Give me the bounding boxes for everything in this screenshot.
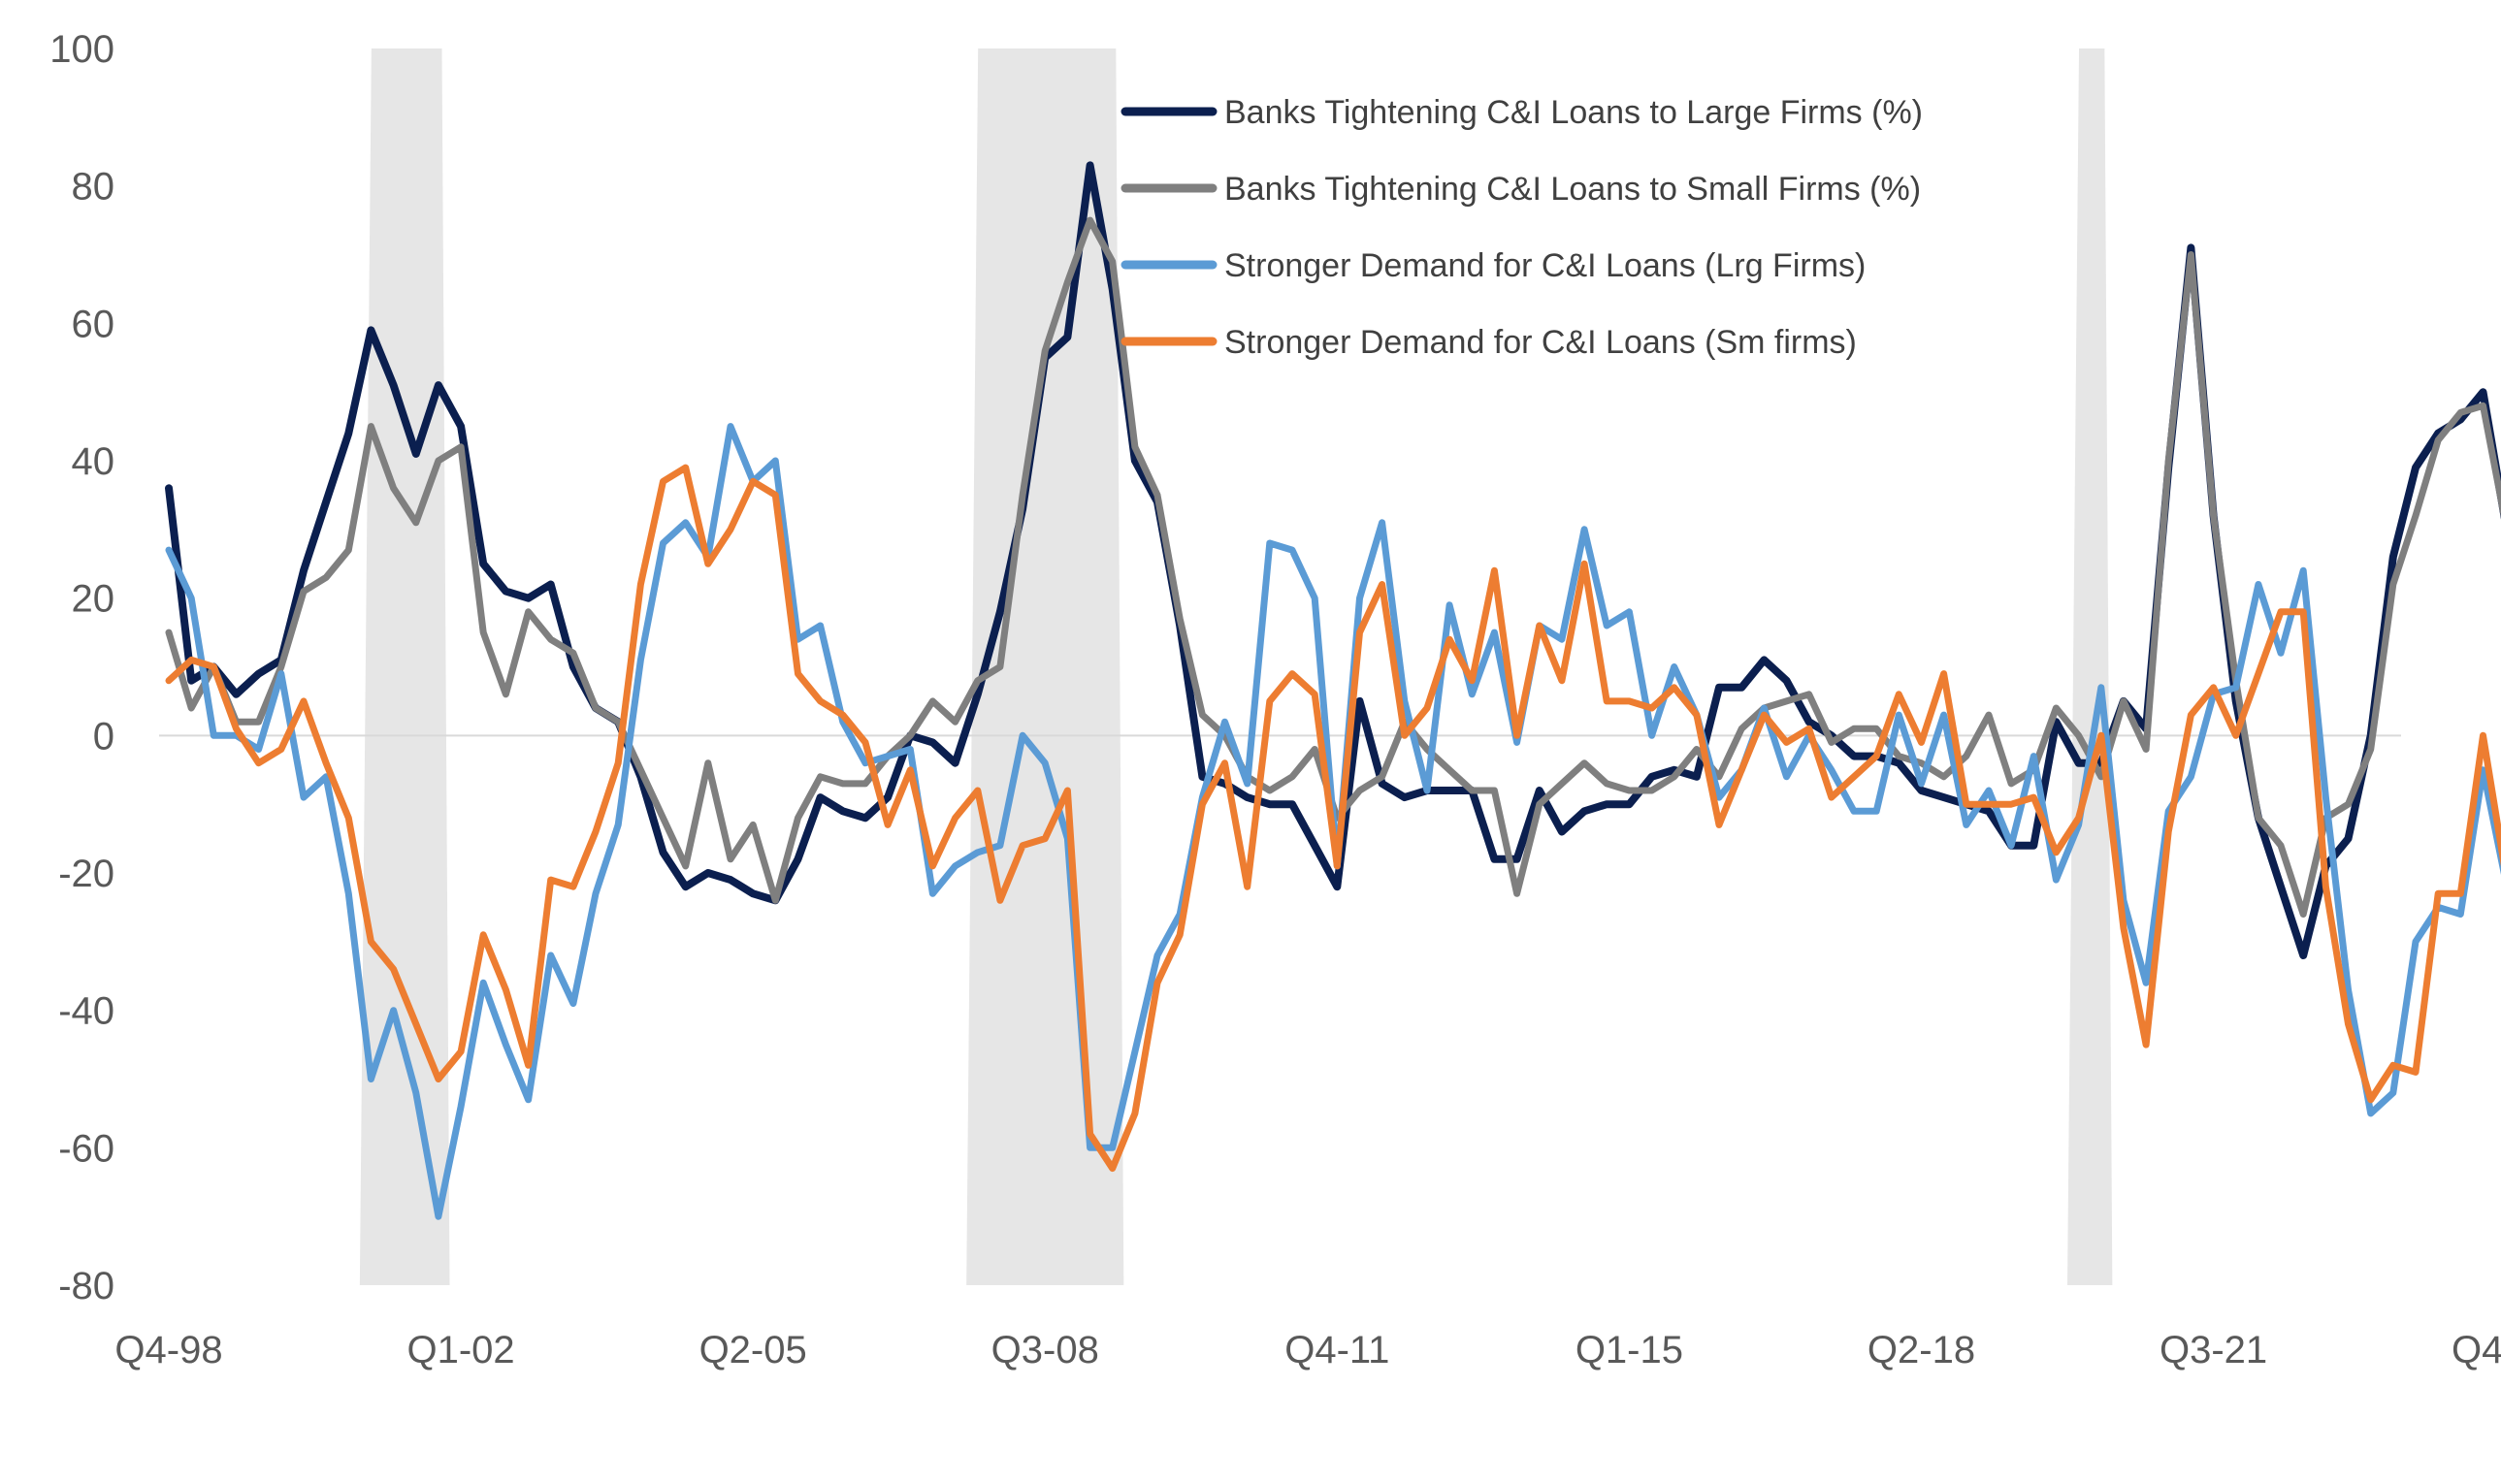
y-tick-label: -80: [58, 1265, 114, 1307]
y-tick-label: 60: [72, 303, 115, 345]
legend-label: Stronger Demand for C&I Loans (Sm firms): [1224, 324, 1857, 361]
y-tick-label: 40: [72, 440, 115, 483]
x-tick-label: Q1-15: [1575, 1329, 1683, 1371]
y-tick-label: 0: [93, 715, 114, 758]
legend-label: Stronger Demand for C&I Loans (Lrg Firms…: [1224, 247, 1866, 284]
recession-shading-group: [359, 48, 2113, 1285]
recession-band-1: [359, 48, 450, 1285]
y-tick-label: -60: [58, 1127, 114, 1170]
y-tick-label: 20: [72, 578, 115, 621]
x-tick-label: Q4-11: [1284, 1329, 1389, 1371]
x-tick-label: Q3-08: [991, 1329, 1099, 1371]
x-tick-label: Q4-24: [2452, 1329, 2501, 1371]
series-line-stronger-demand-for-c-i-loans-sm-firms: [165, 464, 2501, 1173]
series-line-banks-tightening-c-i-loans-to-small-firms: [165, 216, 2501, 918]
x-tick-label: Q2-18: [1868, 1329, 1975, 1371]
x-tick-label: Q1-02: [406, 1329, 514, 1371]
legend: Banks Tightening C&I Loans to Large Firm…: [1121, 94, 1923, 361]
y-tick-label: -20: [58, 853, 114, 895]
y-axis: 100 80 60 40 20 0 -20 -40 -60 -80: [49, 28, 114, 1307]
x-tick-label: Q3-21: [2160, 1329, 2267, 1371]
y-tick-label: 80: [72, 166, 115, 209]
x-tick-label: Q2-05: [699, 1329, 807, 1371]
x-tick-label: Q4-98: [114, 1329, 222, 1371]
series-line-stronger-demand-for-c-i-loans-lrg-firms: [165, 423, 2501, 1220]
recession-band-2: [966, 48, 1124, 1285]
legend-label: Banks Tightening C&I Loans to Small Firm…: [1224, 171, 1921, 208]
legend-label: Banks Tightening C&I Loans to Large Firm…: [1224, 94, 1923, 131]
y-tick-label: -40: [58, 990, 114, 1033]
recession-band-3: [2067, 48, 2113, 1285]
series-lines: [165, 161, 2501, 1220]
y-tick-label: 100: [49, 28, 114, 71]
x-axis: Q4-98 Q1-02 Q2-05 Q3-08 Q4-11 Q1-15 Q2-18 Q3-21…: [114, 1329, 2501, 1371]
